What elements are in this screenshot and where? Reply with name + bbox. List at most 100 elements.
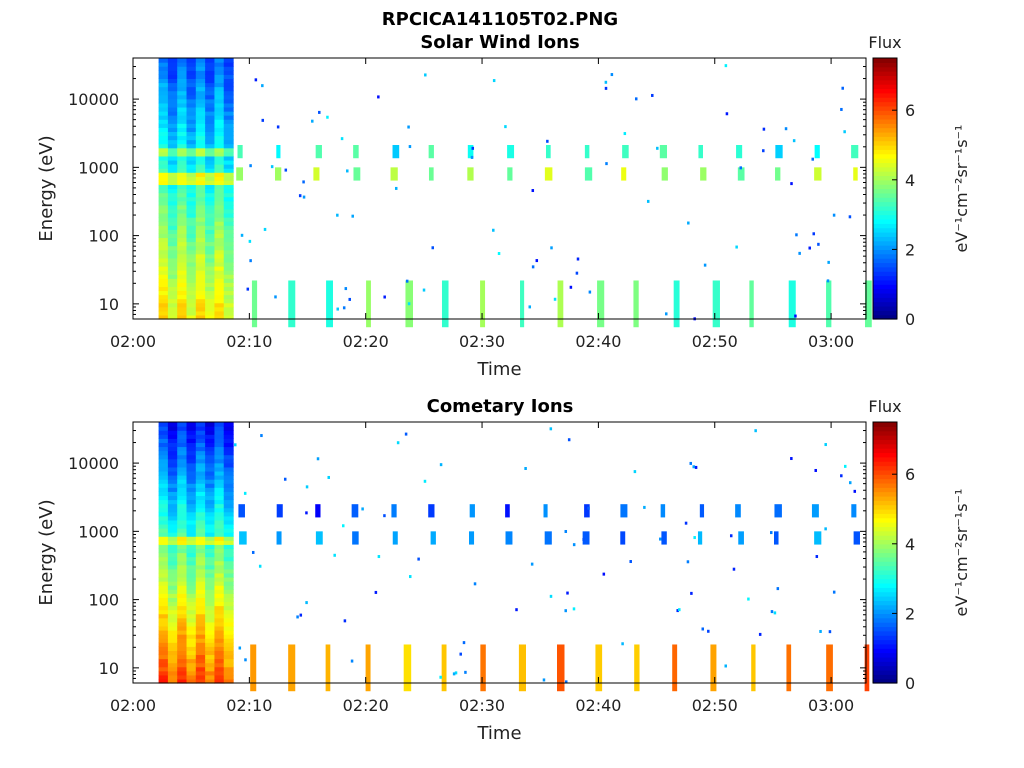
- spectrogram-cell: [195, 642, 206, 647]
- spectrogram-cell: [223, 115, 234, 120]
- spectrogram-cell: [167, 634, 178, 639]
- spectrogram-cell: [195, 475, 206, 480]
- spectrogram-cell: [177, 593, 188, 598]
- spectrogram-cell: [167, 302, 178, 308]
- sparse-count: [729, 534, 733, 538]
- spectrogram-cell: [167, 155, 178, 161]
- spectrogram-cell: [177, 629, 188, 635]
- spectrogram-cell: [195, 430, 206, 435]
- sparse-count: [686, 560, 690, 564]
- spectrogram-cell: [214, 86, 225, 92]
- x-tick-label: 02:10: [226, 332, 272, 351]
- spectrogram-cell: [205, 188, 216, 194]
- spectrogram-cell: [158, 200, 169, 206]
- spectrogram-cell: [205, 625, 216, 631]
- spectrogram-cell: [214, 241, 225, 247]
- spectrogram-cell: [195, 208, 206, 214]
- burst-mark: [853, 531, 860, 545]
- spectrogram-cell: [167, 552, 178, 558]
- spectrogram-cell: [195, 261, 206, 267]
- burst-mark: [700, 167, 707, 181]
- spectrogram-cell: [158, 458, 169, 464]
- spectrogram-cell: [195, 458, 206, 464]
- sparse-count: [824, 443, 827, 447]
- spectrogram-cell: [214, 466, 225, 472]
- spectrogram-cell: [214, 221, 225, 226]
- sparse-count: [238, 646, 242, 650]
- spectrogram-cell: [195, 658, 206, 664]
- spectrogram-cell: [158, 302, 169, 308]
- spectrogram-cell: [186, 422, 197, 427]
- spectrogram-cell: [167, 658, 178, 664]
- spectrogram-cell: [158, 176, 169, 181]
- spectrogram-cell: [223, 74, 234, 79]
- spectrogram-cell: [186, 499, 197, 505]
- spectrogram-cell: [195, 278, 206, 283]
- spectrogram-cell: [158, 233, 169, 239]
- sparse-count: [318, 110, 321, 114]
- spectrogram-cell: [214, 450, 225, 456]
- burst-mark: [853, 167, 858, 181]
- spectrogram-cell: [205, 454, 216, 460]
- spectrogram-cell: [195, 290, 206, 296]
- spectrogram-cell: [177, 58, 188, 63]
- spectrogram-cell: [214, 487, 225, 492]
- sparse-count: [848, 481, 852, 485]
- spectrogram-cell: [177, 188, 188, 194]
- burst-mark: [621, 167, 627, 181]
- spectrogram-cell: [205, 609, 216, 615]
- colorbar-segment: [873, 201, 897, 207]
- spectrogram-cell: [167, 593, 178, 598]
- sparse-count: [795, 233, 798, 237]
- colorbar-segment: [873, 482, 897, 488]
- spectrogram-cell: [186, 98, 197, 104]
- spectrogram-cell: [158, 221, 169, 226]
- spectrogram-cell: [186, 310, 197, 316]
- spectrogram-cell: [223, 180, 234, 186]
- spectrogram-cell: [158, 422, 169, 427]
- spectrogram-cell: [205, 634, 216, 639]
- spectrogram-cell: [167, 454, 178, 460]
- spectrogram-cell: [223, 310, 234, 316]
- spectrogram-cell: [205, 613, 216, 619]
- spectrogram-cell: [158, 90, 169, 96]
- spectrogram-cell: [186, 434, 197, 439]
- burst-mark: [775, 167, 781, 181]
- y-tick-label: 10000: [68, 90, 119, 109]
- spectrogram-cell: [223, 674, 234, 680]
- spectrogram-cell: [167, 217, 178, 222]
- colorbar-segment: [873, 461, 897, 467]
- spectrogram-cell: [177, 127, 188, 133]
- colorbar-segment: [873, 478, 897, 484]
- spectrogram-cell: [223, 532, 234, 537]
- spectrogram-cell: [223, 499, 234, 505]
- sparse-count: [305, 511, 308, 515]
- spectrogram-cell: [186, 617, 197, 623]
- spectrogram-cell: [223, 442, 234, 448]
- spectrogram-cell: [214, 617, 225, 623]
- sparse-count: [383, 514, 386, 518]
- spectrogram-cell: [177, 560, 188, 566]
- spectrogram-cell: [177, 192, 188, 198]
- sparse-count: [336, 213, 339, 217]
- spectrogram-cell: [167, 605, 178, 611]
- y-tick-label: 1000: [78, 522, 119, 541]
- spectrogram-cell: [205, 302, 216, 308]
- spectrogram-cell: [186, 306, 197, 312]
- sparse-count: [346, 169, 349, 173]
- sparse-count: [341, 524, 345, 528]
- colorbar-tick-label: 0: [905, 674, 915, 693]
- spectrogram-cell: [186, 66, 197, 71]
- sparse-count: [439, 463, 443, 467]
- colorbar-segment: [873, 526, 897, 532]
- spectrogram-cell: [223, 642, 234, 647]
- sparse-count: [824, 527, 827, 531]
- spectrogram-cell: [167, 62, 178, 67]
- sparse-count: [840, 107, 843, 111]
- spectrogram-cell: [205, 90, 216, 96]
- spectrogram-cell: [177, 290, 188, 296]
- spectrogram-cell: [177, 581, 188, 586]
- spectrogram-cell: [223, 98, 234, 104]
- spectrogram-cell: [186, 90, 197, 96]
- solar-wind-y-label: Energy (eV): [36, 135, 57, 241]
